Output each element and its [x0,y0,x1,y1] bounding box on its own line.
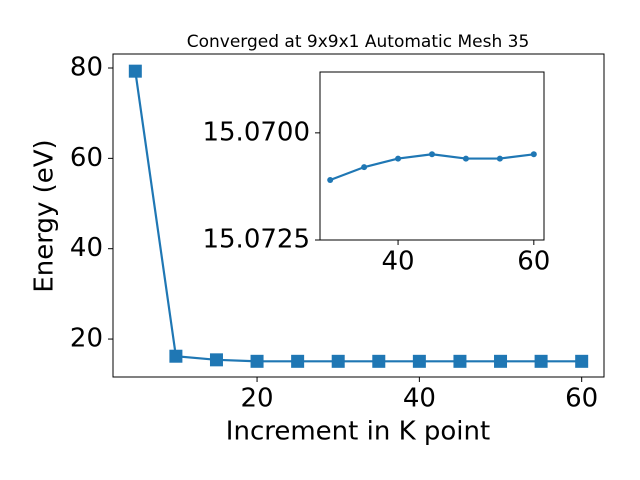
x-tick-label: 60 [565,384,598,414]
marker [331,354,345,368]
y-tick-label: 20 [70,324,103,354]
marker [575,354,589,368]
y-tick-label: 40 [70,233,103,263]
x-tick-label: 60 [517,247,550,277]
marker [395,155,402,162]
y-tick-label: 60 [70,143,103,173]
marker [128,64,142,78]
marker [530,151,537,158]
y-tick-label: 15.0700 [202,117,310,147]
chart-title: Converged at 9x9x1 Automatic Mesh 35 [187,32,530,52]
y-tick-label: 15.0725 [202,225,310,255]
marker [250,354,264,368]
marker [496,155,503,162]
marker [372,354,386,368]
x-tick-label: 40 [403,384,436,414]
y-axis-label: Energy (eV) [30,139,60,292]
marker [169,349,183,363]
marker [412,354,426,368]
data-line [134,71,582,363]
marker [429,151,435,158]
x-tick-label: 20 [241,384,274,414]
marker [361,164,368,171]
y-tick-label: 80 [70,53,103,83]
marker [209,353,223,367]
x-tick-label: 40 [382,247,415,277]
marker [494,354,508,368]
marker [327,177,334,183]
marker [534,354,548,368]
marker [453,354,467,368]
marker [462,155,469,162]
marker [291,354,305,368]
x-axis-label: Increment in K point [226,417,490,447]
